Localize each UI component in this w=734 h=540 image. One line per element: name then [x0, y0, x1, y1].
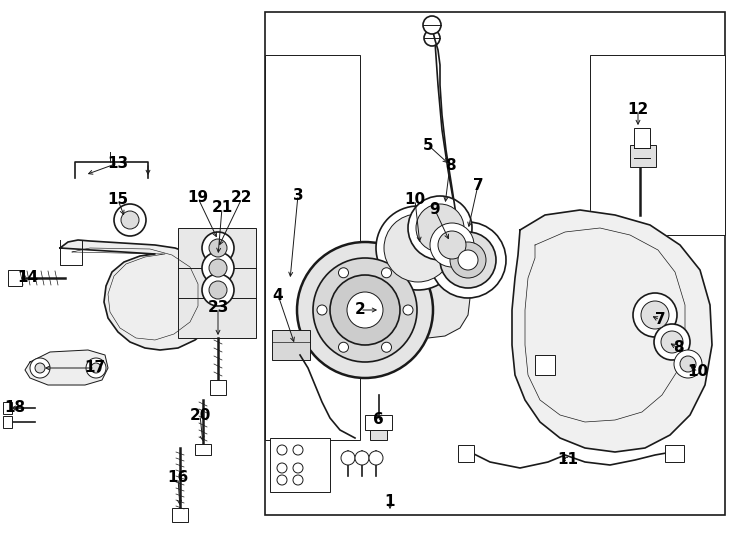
Bar	[195, 444, 211, 455]
Circle shape	[277, 475, 287, 485]
Circle shape	[209, 259, 227, 277]
Circle shape	[277, 463, 287, 473]
Circle shape	[209, 281, 227, 299]
Circle shape	[313, 258, 417, 362]
Bar	[210, 380, 226, 395]
Text: 18: 18	[4, 401, 26, 415]
Circle shape	[633, 293, 677, 337]
Circle shape	[330, 275, 400, 345]
Circle shape	[674, 350, 702, 378]
Text: 8: 8	[445, 158, 455, 172]
Text: 16: 16	[167, 470, 189, 485]
Circle shape	[416, 204, 464, 252]
Circle shape	[297, 242, 433, 378]
Polygon shape	[60, 240, 220, 350]
Circle shape	[641, 301, 669, 329]
Text: 10: 10	[688, 364, 708, 380]
Circle shape	[430, 222, 506, 298]
Text: 6: 6	[373, 413, 383, 428]
Circle shape	[384, 214, 452, 282]
Text: 14: 14	[18, 271, 39, 286]
Text: 8: 8	[672, 341, 683, 355]
Circle shape	[680, 356, 696, 372]
Circle shape	[30, 358, 50, 378]
Circle shape	[438, 231, 466, 259]
Circle shape	[661, 331, 683, 353]
Bar	[265, 12, 725, 515]
Text: 7: 7	[473, 178, 483, 192]
Text: 12: 12	[628, 103, 649, 118]
Circle shape	[293, 445, 303, 455]
Text: 11: 11	[558, 453, 578, 468]
Circle shape	[654, 324, 690, 360]
Text: 7: 7	[655, 313, 665, 327]
Bar	[370, 430, 387, 440]
Polygon shape	[385, 268, 470, 338]
Text: 20: 20	[189, 408, 211, 422]
Circle shape	[403, 305, 413, 315]
Circle shape	[450, 242, 486, 278]
Bar	[665, 445, 684, 462]
Bar	[272, 330, 310, 360]
Text: 3: 3	[293, 187, 303, 202]
Circle shape	[458, 250, 478, 270]
Text: 17: 17	[84, 361, 106, 375]
Circle shape	[382, 268, 391, 278]
Circle shape	[338, 268, 349, 278]
Bar	[178, 228, 256, 338]
Bar	[458, 445, 474, 462]
Bar	[634, 128, 650, 148]
Bar	[590, 55, 725, 235]
Bar	[535, 355, 555, 375]
Bar	[270, 438, 330, 492]
Circle shape	[202, 232, 234, 264]
Text: 2: 2	[355, 302, 366, 318]
Text: 4: 4	[273, 287, 283, 302]
Circle shape	[430, 223, 474, 267]
Text: 1: 1	[385, 495, 395, 510]
Circle shape	[121, 211, 139, 229]
Text: 9: 9	[429, 202, 440, 218]
Text: 22: 22	[231, 191, 252, 206]
Circle shape	[347, 292, 383, 328]
Circle shape	[277, 445, 287, 455]
Text: 10: 10	[404, 192, 426, 207]
Circle shape	[382, 342, 391, 352]
Circle shape	[209, 239, 227, 257]
Bar	[365, 415, 392, 430]
Bar	[630, 145, 656, 167]
Text: 19: 19	[187, 191, 208, 206]
Circle shape	[341, 451, 355, 465]
Polygon shape	[25, 350, 108, 385]
Text: 15: 15	[107, 192, 128, 207]
Circle shape	[317, 305, 327, 315]
Circle shape	[86, 358, 106, 378]
Circle shape	[376, 206, 460, 290]
Text: 23: 23	[207, 300, 229, 315]
Circle shape	[423, 16, 441, 34]
Circle shape	[202, 274, 234, 306]
Circle shape	[202, 252, 234, 284]
Polygon shape	[512, 210, 712, 452]
Bar	[3, 416, 12, 428]
Text: 13: 13	[107, 156, 128, 171]
Circle shape	[369, 451, 383, 465]
Circle shape	[293, 463, 303, 473]
Bar	[265, 55, 360, 440]
Circle shape	[408, 196, 472, 260]
Circle shape	[91, 363, 101, 373]
Bar	[172, 508, 188, 522]
Circle shape	[293, 475, 303, 485]
Text: 5: 5	[423, 138, 433, 152]
Circle shape	[114, 204, 146, 236]
Circle shape	[35, 363, 45, 373]
Circle shape	[440, 232, 496, 288]
Bar	[8, 270, 22, 286]
Text: 21: 21	[211, 200, 233, 215]
Circle shape	[355, 451, 369, 465]
Circle shape	[424, 30, 440, 46]
Circle shape	[338, 342, 349, 352]
Bar	[3, 402, 12, 414]
